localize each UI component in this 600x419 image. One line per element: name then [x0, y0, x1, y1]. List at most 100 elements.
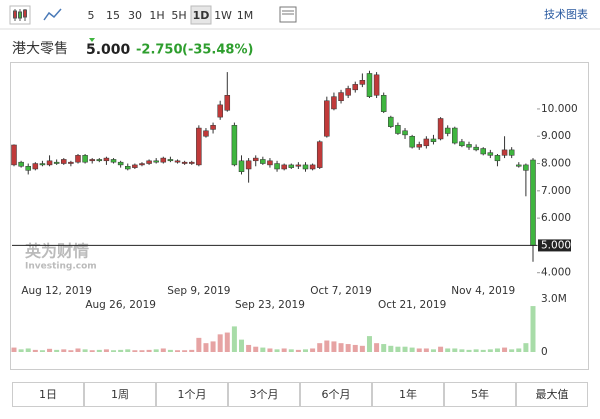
candle-body — [139, 163, 145, 166]
candle-body — [416, 144, 422, 148]
range-tab-label[interactable]: 1日 — [39, 388, 57, 401]
volume-bar — [224, 332, 230, 352]
interval[interactable]: 5H — [171, 9, 186, 22]
volume-bar — [310, 348, 316, 352]
volume-bar — [267, 348, 273, 352]
candle-body — [46, 160, 53, 166]
candle-body — [366, 73, 373, 97]
plot: 4.000 5.000 6.000 7.000 8.000 9.000 10.000 0 3.0… — [11, 70, 578, 358]
volume-bar — [274, 349, 280, 352]
volume-bar — [175, 350, 181, 352]
watermark-site: Investing.com — [25, 262, 97, 272]
range-tab-label[interactable]: 1周 — [111, 388, 129, 401]
candle-body — [224, 95, 231, 111]
range-tab[interactable] — [156, 382, 228, 407]
volume-bar — [231, 326, 237, 352]
range-tab[interactable] — [12, 382, 84, 407]
volume-bar — [502, 347, 508, 352]
x-tick-label: Oct 21, 2019 — [378, 299, 446, 311]
volume-bar — [82, 349, 88, 352]
interval[interactable]: 5 — [88, 9, 95, 22]
candle-body — [409, 135, 415, 148]
candle-body — [380, 95, 387, 112]
volume-bar — [239, 339, 245, 352]
interval[interactable]: 15 — [106, 9, 120, 22]
candle-body — [274, 163, 280, 170]
candle-body — [281, 164, 287, 170]
volume-bar — [11, 347, 17, 352]
interval[interactable]: 30 — [128, 9, 142, 22]
active-interval — [190, 5, 212, 25]
candle-body — [32, 163, 39, 170]
range-tab-label[interactable]: 5年 — [471, 387, 489, 401]
range-tab-label[interactable]: 1个月 — [178, 388, 207, 401]
range-tab[interactable] — [228, 382, 300, 407]
range-tab[interactable] — [444, 382, 516, 407]
range-tab-label[interactable]: 1年 — [399, 387, 417, 401]
volume-bar — [487, 349, 493, 352]
candle-body — [359, 80, 366, 85]
candle-body — [39, 163, 46, 166]
candle-body — [188, 161, 195, 164]
volume-bar — [366, 336, 372, 352]
y-tick-label: 8.000 — [541, 158, 571, 170]
volume-bar — [217, 334, 223, 352]
interval[interactable]: 1W — [214, 9, 232, 22]
volume-tick-label: 3.0M — [541, 293, 567, 305]
candle-body — [338, 92, 344, 102]
interval[interactable]: 1D — [193, 9, 210, 22]
volume-bar — [295, 349, 301, 352]
volume-bar — [18, 349, 24, 352]
volume-bar — [132, 350, 138, 352]
volume-bar — [445, 348, 451, 352]
candle-body — [459, 141, 465, 147]
volume-bar — [302, 349, 308, 352]
candle-body — [345, 88, 351, 96]
candle-body — [96, 159, 103, 162]
candle-body — [252, 157, 259, 162]
candle-body — [523, 164, 529, 171]
candle-body — [103, 157, 110, 162]
candle-body — [196, 127, 202, 166]
volume-bar — [317, 343, 323, 352]
candle-body — [75, 155, 81, 163]
range-tab[interactable] — [372, 382, 444, 407]
candle-body — [487, 152, 494, 156]
range-tab-label[interactable]: 3个月 — [250, 388, 279, 401]
range-tab[interactable] — [300, 382, 372, 407]
interval[interactable]: 1H — [149, 9, 164, 22]
y-tick-label: 7.000 — [541, 185, 571, 197]
volume-bar — [438, 346, 444, 352]
toolbar: 技术图表 — [9, 5, 588, 25]
candle-body — [11, 144, 17, 166]
range-tab[interactable] — [84, 382, 156, 407]
candle-body — [324, 100, 330, 137]
volume-bar — [430, 349, 436, 352]
tech-chart-link[interactable]: 技术图表 — [544, 7, 588, 21]
range-tab[interactable] — [516, 382, 588, 407]
change: -2.750 — [136, 43, 183, 58]
range-tab-label[interactable]: 6个月 — [322, 388, 351, 401]
volume-bar — [139, 350, 145, 352]
stock-name: 港大零售 — [12, 41, 68, 57]
last-price-box — [538, 239, 571, 252]
line-icon[interactable] — [43, 8, 62, 21]
volume-bar — [68, 350, 74, 352]
volume-bar — [96, 349, 102, 352]
volume-bar — [459, 349, 465, 352]
volume-bar — [153, 349, 159, 352]
candle-body — [530, 159, 536, 246]
interval[interactable]: 1M — [237, 9, 254, 22]
candle-body — [117, 161, 124, 166]
candle-body — [501, 149, 508, 156]
candle-body — [210, 125, 216, 130]
volume-bar — [466, 349, 472, 352]
price: 5.000 — [86, 42, 131, 58]
x-tick-label: Aug 12, 2019 — [21, 285, 92, 297]
volume-bar — [345, 344, 351, 352]
volume-bar — [32, 349, 38, 352]
candle-body — [110, 159, 117, 163]
range-tab-label[interactable]: 最大值 — [536, 387, 569, 401]
candle-body — [331, 96, 337, 110]
